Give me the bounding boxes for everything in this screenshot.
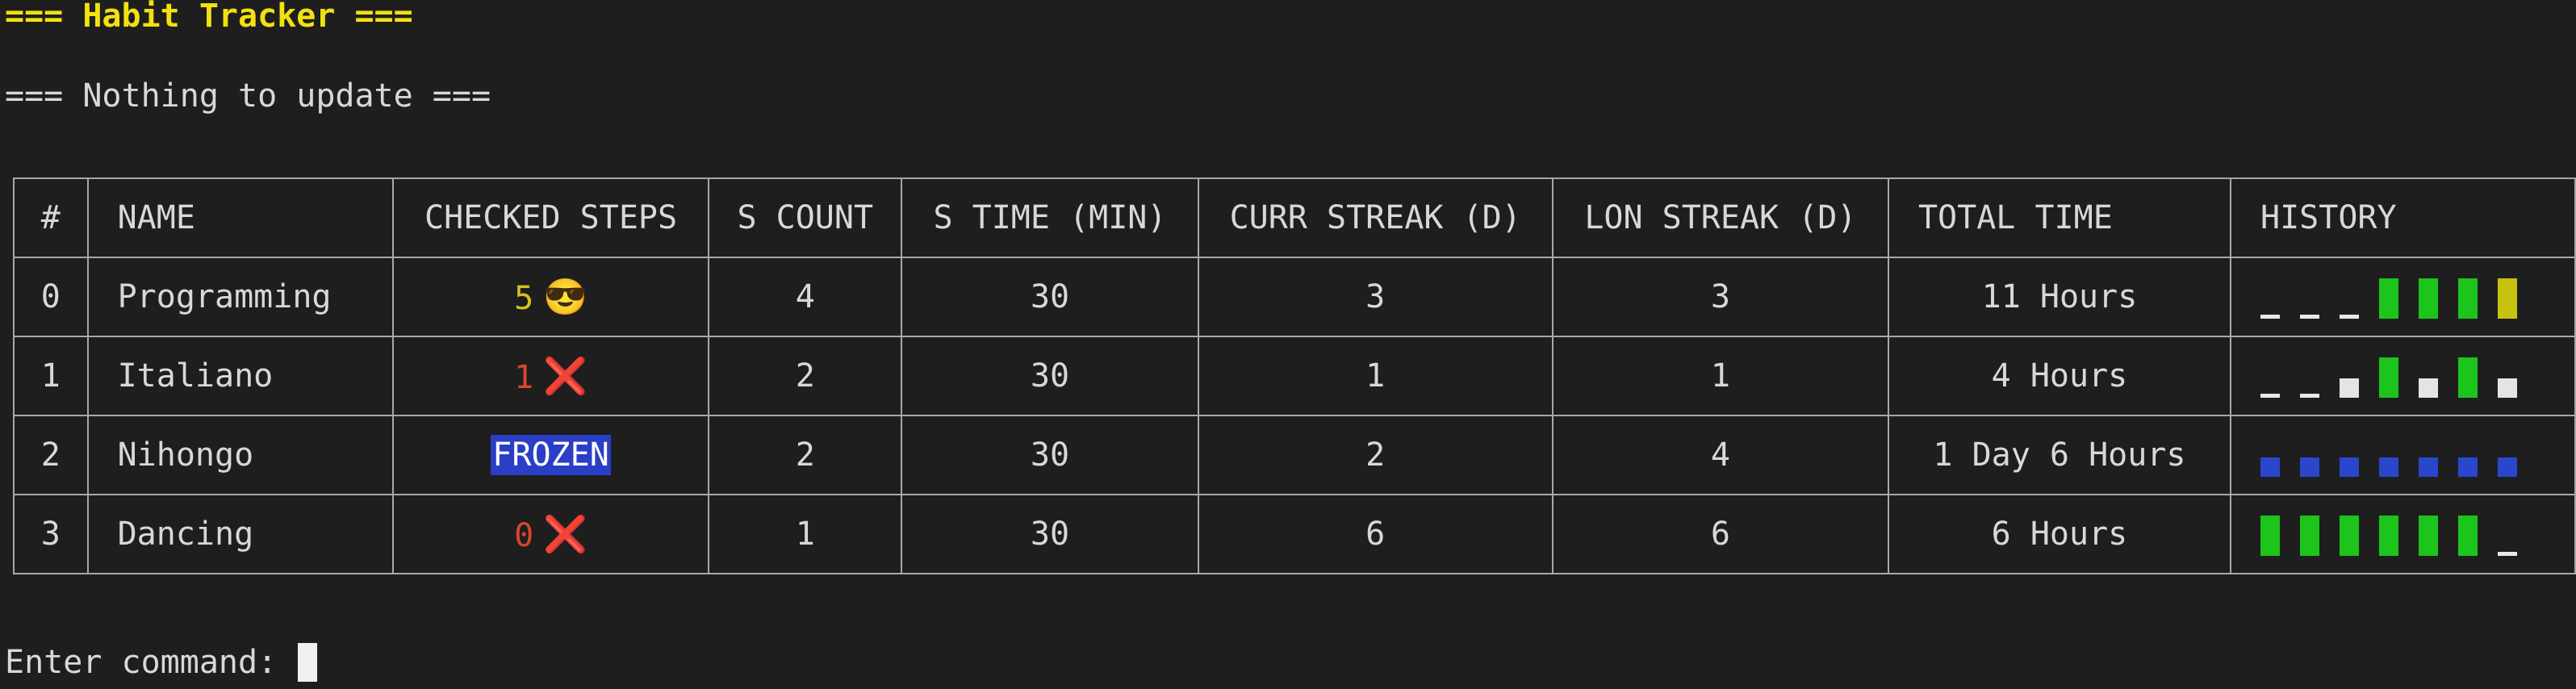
history-day-none <box>2497 552 2517 556</box>
history-day-partial <box>2497 278 2517 319</box>
frozen-badge: FROZEN <box>491 435 611 475</box>
history-day-missed <box>2339 378 2359 398</box>
current-streak: 6 <box>1197 494 1554 574</box>
history-day-frozen <box>2457 457 2478 477</box>
history-cell <box>2229 494 2576 574</box>
habit-name: Programming <box>86 257 394 337</box>
history-day-done <box>2457 516 2478 556</box>
cross-mark-icon: ❌ <box>543 356 588 397</box>
column-header-checked-steps: CHECKED STEPS <box>391 177 710 258</box>
column-header-current-streak: CURR STREAK (D) <box>1197 177 1554 258</box>
total-time: 1 Day 6 Hours <box>1887 415 2231 495</box>
history-day-none <box>2260 315 2280 319</box>
step-count: 2 <box>708 336 903 416</box>
habit-name: Italiano <box>86 336 394 416</box>
history-day-frozen <box>2260 457 2280 477</box>
total-time: 6 Hours <box>1887 494 2231 574</box>
history-day-frozen <box>2418 457 2438 477</box>
history-day-done <box>2457 278 2478 319</box>
longest-streak: 1 <box>1551 336 1889 416</box>
checked-steps-cell: FROZEN <box>391 415 710 495</box>
history-bars <box>2260 512 2574 556</box>
prompt-label: Enter command: <box>5 644 297 681</box>
column-header-name: NAME <box>86 177 394 258</box>
total-time: 4 Hours <box>1887 336 2231 416</box>
history-day-done <box>2378 278 2398 319</box>
history-day-frozen <box>2378 457 2398 477</box>
history-cell <box>2229 257 2576 337</box>
history-day-done <box>2418 516 2438 556</box>
history-day-frozen <box>2339 457 2359 477</box>
step-time: 30 <box>901 494 1199 574</box>
current-streak: 2 <box>1197 415 1554 495</box>
history-day-frozen <box>2299 457 2319 477</box>
app-title: === Habit Tracker === <box>5 0 413 35</box>
row-index: 0 <box>13 257 89 337</box>
history-day-done <box>2299 516 2319 556</box>
total-time: 11 Hours <box>1887 257 2231 337</box>
row-index: 1 <box>13 336 89 416</box>
checked-steps-value: 1 <box>514 359 534 396</box>
history-day-done <box>2457 357 2478 398</box>
column-header-total-time: TOTAL TIME <box>1887 177 2231 258</box>
step-count: 4 <box>708 257 903 337</box>
table-row: 1 Italiano 1 ❌ 2 30 1 1 4 Hours <box>13 336 2576 416</box>
command-prompt[interactable]: Enter command: <box>5 643 318 682</box>
history-bars <box>2260 354 2574 398</box>
current-streak: 1 <box>1197 336 1554 416</box>
column-header-step-count: S COUNT <box>708 177 903 258</box>
habit-name: Dancing <box>86 494 394 574</box>
history-day-missed <box>2418 378 2438 398</box>
cross-mark-icon: ❌ <box>543 514 588 555</box>
history-day-done <box>2378 357 2398 398</box>
step-time: 30 <box>901 415 1199 495</box>
table-row: 0 Programming 5 😎 4 30 3 3 11 Hours <box>13 257 2576 337</box>
step-time: 30 <box>901 257 1199 337</box>
habit-table: # NAME CHECKED STEPS S COUNT S TIME (MIN… <box>13 177 2576 574</box>
history-day-none <box>2260 394 2280 398</box>
history-day-frozen <box>2497 457 2517 477</box>
history-day-done <box>2418 278 2438 319</box>
row-index: 3 <box>13 494 89 574</box>
checked-steps-value: 5 <box>514 280 534 317</box>
sunglasses-icon: 😎 <box>543 277 588 318</box>
step-count: 1 <box>708 494 903 574</box>
habit-name: Nihongo <box>86 415 394 495</box>
checked-steps-cell: 5 😎 <box>391 257 710 337</box>
longest-streak: 4 <box>1551 415 1889 495</box>
status-message: === Nothing to update === <box>5 77 491 115</box>
step-time: 30 <box>901 336 1199 416</box>
history-cell <box>2229 336 2576 416</box>
checked-steps-cell: 0 ❌ <box>391 494 710 574</box>
history-day-none <box>2299 315 2319 319</box>
history-bars <box>2260 433 2574 477</box>
column-header-step-time: S TIME (MIN) <box>901 177 1199 258</box>
history-day-missed <box>2497 378 2517 398</box>
history-day-done <box>2378 516 2398 556</box>
column-header-history: HISTORY <box>2229 177 2576 258</box>
current-streak: 3 <box>1197 257 1554 337</box>
history-day-done <box>2260 516 2280 556</box>
longest-streak: 6 <box>1551 494 1889 574</box>
table-row: 3 Dancing 0 ❌ 1 30 6 6 6 Hours <box>13 494 2576 574</box>
row-index: 2 <box>13 415 89 495</box>
history-bars <box>2260 275 2574 319</box>
column-header-index: # <box>13 177 89 258</box>
history-cell <box>2229 415 2576 495</box>
text-cursor[interactable] <box>298 643 318 682</box>
step-count: 2 <box>708 415 903 495</box>
history-day-none <box>2299 394 2319 398</box>
history-day-done <box>2339 516 2359 556</box>
checked-steps-cell: 1 ❌ <box>391 336 710 416</box>
table-row: 2 Nihongo FROZEN 2 30 2 4 1 Day 6 Hours <box>13 415 2576 495</box>
history-day-none <box>2339 315 2359 319</box>
checked-steps-value: 0 <box>514 517 534 554</box>
longest-streak: 3 <box>1551 257 1889 337</box>
column-header-longest-streak: LON STREAK (D) <box>1551 177 1889 258</box>
table-header-row: # NAME CHECKED STEPS S COUNT S TIME (MIN… <box>13 177 2576 258</box>
